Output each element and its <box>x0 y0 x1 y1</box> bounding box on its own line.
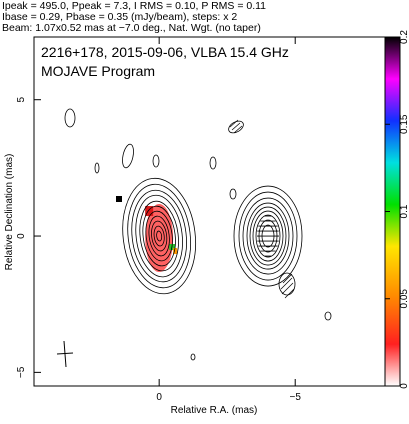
core-contour <box>148 215 170 257</box>
core-contour <box>122 177 196 295</box>
noise-contour <box>94 162 100 174</box>
y-axis-label: Relative Declination (mas) <box>4 154 15 271</box>
noise-contour <box>152 154 160 168</box>
noise-contour <box>209 156 217 170</box>
noise-contour <box>64 108 76 128</box>
core-contour <box>127 183 191 289</box>
x-tick-label: 0 <box>156 392 162 403</box>
jet-contour <box>233 185 303 287</box>
jet-contour <box>255 214 281 258</box>
header-line-3: Beam: 1.07x0.52 mas at −7.0 deg., Nat. W… <box>2 22 261 34</box>
core-contour <box>151 220 168 252</box>
colorbar-ticks: 0 0.05 0.1 0.15 0.2 <box>385 30 409 389</box>
y-tick-label: −5 <box>16 366 27 378</box>
pol-pixel <box>145 206 154 217</box>
noise-contour <box>190 353 196 361</box>
header-line-2: Ibase = 0.29, Pbase = 0.35 (mJy/beam), s… <box>2 11 238 23</box>
core-contour <box>153 225 165 247</box>
beam-marker <box>56 340 74 368</box>
core-contour <box>156 230 163 242</box>
x-axis-label: Relative R.A. (mas) <box>171 405 258 416</box>
y-tick-label: 5 <box>16 96 27 102</box>
source-components <box>122 177 303 295</box>
jet-contour <box>249 206 287 266</box>
hatch-marks <box>229 119 295 299</box>
x-tick-label: −5 <box>290 392 302 403</box>
pol-pixel <box>173 248 178 255</box>
jet-contour <box>238 191 298 281</box>
jet-contour <box>246 202 290 270</box>
noise-contour <box>324 311 332 321</box>
core-contour <box>145 210 173 262</box>
noise-contour <box>278 272 296 296</box>
header-line-1: Ipeak = 495.0, Ppeak = 7.3, I RMS = 0.10… <box>2 0 267 12</box>
noise-contour <box>122 143 134 169</box>
noise-contours <box>64 108 332 361</box>
core-contour <box>139 200 179 272</box>
jet-contour <box>242 197 294 275</box>
plot-frame <box>33 36 386 387</box>
core-contour <box>131 189 187 283</box>
colorbar-tick-label: 0 <box>399 383 409 389</box>
noise-contour <box>228 120 244 134</box>
core-contour <box>135 194 183 278</box>
colorbar-tick-label: 0.1 <box>399 204 409 218</box>
colorbar-tick-label: 0.05 <box>399 289 409 309</box>
jet-core-hatch <box>257 215 279 257</box>
y-tick-label: 0 <box>16 233 27 239</box>
plot-title: 2216+178, 2015-09-06, VLBA 15.4 GHz <box>41 44 289 60</box>
axis-ticks: 0 −5 5 0 −5 <box>16 37 301 403</box>
core-contour <box>142 205 176 267</box>
dark-pixel-cluster <box>116 196 122 202</box>
noise-contour <box>229 188 237 200</box>
colorbar-tick-label: 0.15 <box>399 114 409 134</box>
plot-subtitle: MOJAVE Program <box>41 63 155 79</box>
colorbar-tick-label: 0.2 <box>399 30 409 44</box>
jet-contour <box>252 210 284 262</box>
